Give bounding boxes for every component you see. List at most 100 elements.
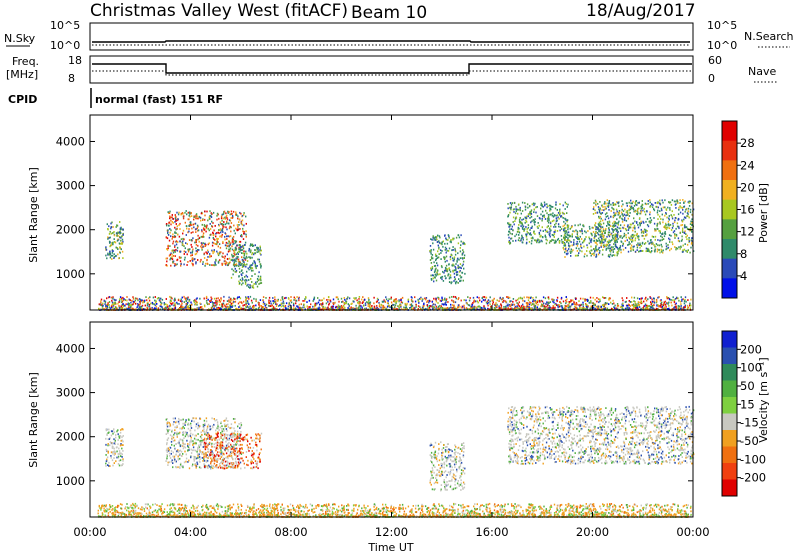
scatter-mark bbox=[607, 247, 609, 249]
scatter-mark bbox=[573, 241, 575, 244]
scatter-mark bbox=[436, 241, 439, 243]
scatter-mark bbox=[513, 201, 516, 204]
scatter-mark bbox=[261, 306, 264, 308]
scatter-mark bbox=[604, 297, 607, 299]
scatter-mark bbox=[474, 300, 476, 303]
scatter-mark bbox=[206, 252, 208, 255]
scatter-mark bbox=[526, 238, 528, 241]
scatter-mark bbox=[119, 231, 121, 234]
scatter-mark bbox=[570, 255, 572, 257]
scatter-mark bbox=[179, 222, 181, 225]
scatter-mark bbox=[214, 302, 216, 304]
scatter-mark bbox=[230, 217, 232, 219]
scatter-mark bbox=[643, 207, 645, 210]
scatter-mark bbox=[229, 298, 232, 300]
scatter-mark bbox=[358, 296, 361, 298]
scatter-mark bbox=[659, 215, 661, 218]
scatter-mark bbox=[520, 237, 523, 240]
scatter-mark bbox=[187, 248, 189, 251]
scatter-mark bbox=[589, 252, 591, 254]
scatter-mark bbox=[110, 254, 112, 257]
scatter-mark bbox=[123, 298, 125, 300]
scatter-mark bbox=[168, 307, 171, 310]
scatter-mark bbox=[507, 207, 509, 210]
scatter-mark bbox=[549, 240, 551, 242]
scatter-mark bbox=[373, 302, 375, 305]
scatter-mark bbox=[370, 306, 372, 308]
scatter-mark bbox=[535, 296, 537, 299]
scatter-mark bbox=[467, 296, 469, 298]
scatter-mark bbox=[430, 262, 433, 264]
scatter-mark bbox=[524, 208, 527, 211]
scatter-mark bbox=[167, 247, 169, 250]
scatter-mark bbox=[676, 222, 679, 225]
scatter-mark bbox=[538, 231, 540, 234]
scatter-mark bbox=[216, 218, 218, 221]
scatter-mark bbox=[558, 240, 561, 243]
scatter-mark bbox=[630, 246, 632, 249]
scatter-mark bbox=[542, 236, 544, 239]
scatter-mark bbox=[179, 257, 181, 259]
scatter-mark bbox=[659, 239, 662, 242]
scatter-mark bbox=[331, 307, 333, 309]
scatter-mark bbox=[692, 250, 695, 252]
scatter-mark bbox=[189, 260, 191, 262]
scatter-mark bbox=[442, 245, 444, 248]
scatter-mark bbox=[577, 238, 579, 240]
scatter-mark bbox=[541, 304, 543, 306]
scatter-mark bbox=[569, 250, 571, 253]
scatter-mark bbox=[582, 224, 584, 227]
cpid-label: CPID bbox=[8, 93, 37, 106]
scatter-mark bbox=[211, 220, 213, 223]
scatter-mark bbox=[586, 254, 588, 257]
scatter-mark bbox=[659, 304, 661, 307]
scatter-mark bbox=[459, 305, 461, 308]
scatter-mark bbox=[100, 300, 102, 303]
scatter-mark bbox=[287, 305, 290, 308]
scatter-mark bbox=[337, 306, 340, 309]
scatter-mark bbox=[238, 246, 240, 249]
scatter-mark bbox=[599, 207, 601, 209]
scatter-mark bbox=[544, 306, 546, 309]
scatter-mark bbox=[571, 233, 573, 236]
scatter-mark bbox=[431, 267, 434, 270]
scatter-mark bbox=[611, 255, 613, 257]
scatter-mark bbox=[507, 304, 509, 307]
scatter-mark bbox=[575, 307, 578, 310]
nave-tick-bottom: 0 bbox=[708, 72, 715, 85]
scatter-mark bbox=[435, 305, 437, 308]
scatter-mark bbox=[164, 307, 166, 310]
scatter-mark bbox=[303, 306, 306, 309]
scatter-mark bbox=[232, 259, 234, 262]
scatter-mark bbox=[585, 298, 587, 301]
scatter-mark bbox=[602, 206, 604, 208]
scatter-mark bbox=[660, 235, 662, 238]
scatter-mark bbox=[107, 228, 109, 231]
scatter-mark bbox=[243, 304, 246, 306]
scatter-mark bbox=[661, 209, 663, 212]
scatter-mark bbox=[585, 236, 587, 238]
scatter-mark bbox=[654, 202, 656, 204]
scatter-mark bbox=[580, 243, 582, 246]
scatter-mark bbox=[411, 308, 414, 310]
scatter-mark bbox=[637, 304, 640, 306]
scatter-mark bbox=[187, 231, 189, 234]
scatter-mark bbox=[687, 299, 689, 301]
scatter-mark bbox=[449, 276, 451, 279]
scatter-mark bbox=[121, 299, 123, 301]
scatter-mark bbox=[166, 224, 168, 227]
scatter-mark bbox=[443, 256, 445, 258]
scatter-mark bbox=[203, 236, 205, 238]
scatter-mark bbox=[324, 308, 326, 311]
scatter-mark bbox=[154, 299, 156, 302]
scatter-mark bbox=[629, 237, 631, 240]
scatter-mark bbox=[165, 264, 168, 266]
scatter-mark bbox=[237, 302, 240, 305]
scatter-mark bbox=[526, 305, 528, 308]
scatter-mark bbox=[568, 248, 570, 250]
scatter-mark bbox=[180, 305, 182, 308]
scatter-mark bbox=[439, 242, 442, 245]
scatter-mark bbox=[174, 215, 177, 218]
scatter-mark bbox=[679, 247, 681, 250]
scatter-mark bbox=[208, 229, 210, 232]
